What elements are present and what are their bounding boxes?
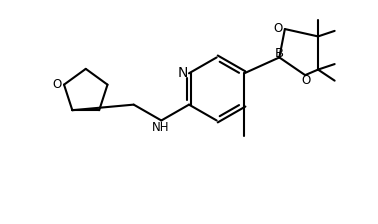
Text: O: O [53,78,62,91]
Text: NH: NH [152,121,169,134]
Text: B: B [275,47,284,60]
Text: O: O [274,22,283,35]
Text: O: O [301,74,310,87]
Text: N: N [177,66,187,80]
